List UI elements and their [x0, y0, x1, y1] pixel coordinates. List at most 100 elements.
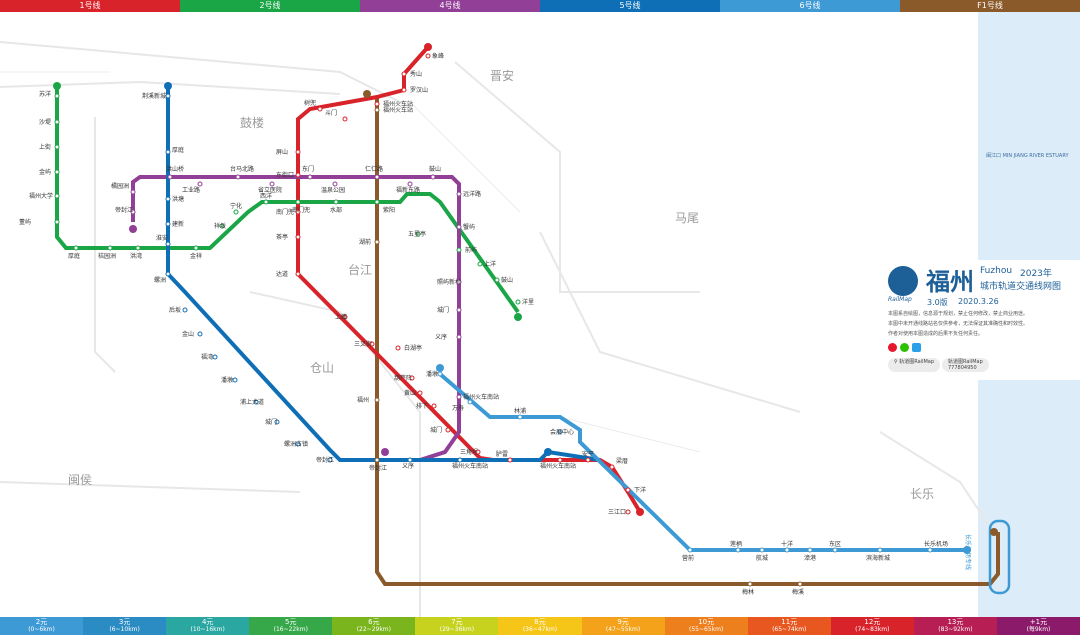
wechat-icon[interactable] [900, 343, 909, 352]
station-label[interactable]: 湖前 [359, 238, 371, 246]
zhihu-icon[interactable] [912, 343, 921, 352]
station-label[interactable]: 航城 [756, 554, 768, 562]
weibo-account[interactable]: ⚲ 轨道图RailMap [888, 358, 941, 372]
station-dot[interactable] [517, 414, 523, 420]
station-label[interactable]: 鼓山 [429, 165, 441, 173]
station-dot[interactable] [73, 245, 79, 251]
station-dot[interactable] [54, 169, 60, 175]
station-dot[interactable] [54, 193, 60, 199]
station-label[interactable]: 福州火车站 [383, 100, 413, 108]
station-dot[interactable] [515, 299, 521, 305]
station-dot[interactable] [165, 196, 171, 202]
station-label[interactable]: 洋里 [522, 298, 534, 306]
station-label[interactable]: 东门 [302, 165, 314, 173]
station-label[interactable]: 橘园洲 [111, 182, 129, 190]
station-label[interactable]: 莲柄 [730, 540, 742, 548]
station-label[interactable]: 台马北路 [230, 165, 254, 173]
station-dot[interactable] [269, 181, 275, 187]
station-dot[interactable] [477, 261, 483, 267]
station-dot[interactable] [625, 487, 631, 493]
station-dot[interactable] [494, 277, 500, 283]
station-label[interactable]: 福新东路 [396, 186, 420, 194]
station-label[interactable]: 城门 [265, 418, 277, 426]
station-dot[interactable] [342, 314, 348, 320]
station-label[interactable]: 秀山 [410, 70, 422, 78]
station-label[interactable]: 沙堤 [39, 118, 51, 126]
station-label[interactable]: 苏洋 [39, 90, 51, 98]
station-dot[interactable] [425, 53, 431, 59]
station-label[interactable]: 金祥 [190, 252, 202, 260]
station-label[interactable]: 象峰 [432, 52, 444, 60]
station-dot[interactable] [54, 119, 60, 125]
station-dot[interactable] [197, 181, 203, 187]
station-label[interactable]: 达道 [276, 270, 288, 278]
station-dot[interactable] [807, 547, 813, 553]
station-dot[interactable] [759, 547, 765, 553]
station-dot[interactable] [317, 106, 323, 112]
station-label[interactable]: 胪雷 [496, 450, 508, 458]
station-label[interactable]: 洪山桥 [166, 165, 184, 173]
qq-account[interactable]: 轨道图RailMap 777804950 [942, 358, 989, 372]
station-label[interactable]: 梅溪 [792, 588, 804, 596]
station-dot[interactable] [431, 403, 437, 409]
station-label[interactable]: 温泉公园 [321, 186, 345, 194]
station-dot[interactable] [374, 199, 380, 205]
station-label[interactable]: 东街口 [276, 171, 294, 179]
station-label[interactable]: 三江口 [608, 509, 626, 516]
station-dot[interactable] [687, 547, 693, 553]
station-dot[interactable] [295, 234, 301, 240]
station-label[interactable]: 城门 [430, 426, 442, 434]
station-label[interactable]: 远洋路 [463, 190, 481, 198]
station-label[interactable]: 安平 [582, 450, 594, 458]
station-dot[interactable] [307, 174, 313, 180]
station-label[interactable]: 董屿 [19, 218, 31, 226]
station-label[interactable]: 福州 [357, 396, 369, 404]
station-label[interactable]: 后坂 [169, 306, 181, 314]
station-dot[interactable] [165, 271, 171, 277]
station-label[interactable]: 仁仁路 [365, 165, 383, 173]
station-dot[interactable] [295, 209, 301, 215]
station-dot[interactable] [135, 245, 141, 251]
station-dot[interactable] [467, 399, 473, 405]
station-label[interactable]: 漳港 [804, 554, 816, 562]
station-dot[interactable] [747, 581, 753, 587]
station-dot[interactable] [445, 427, 451, 433]
station-dot[interactable] [212, 354, 218, 360]
station-dot[interactable] [456, 224, 462, 230]
station-label[interactable]: 鼓山 [501, 276, 513, 284]
station-dot[interactable] [832, 547, 838, 553]
station-dot[interactable] [333, 199, 339, 205]
station-label[interactable]: 东区 [829, 540, 841, 548]
station-label[interactable]: 斗门 [325, 109, 337, 117]
station-dot[interactable] [165, 221, 171, 227]
station-dot[interactable] [557, 429, 563, 435]
station-dot[interactable] [456, 191, 462, 197]
station-dot[interactable] [456, 334, 462, 340]
station-dot[interactable] [407, 457, 413, 463]
station-dot[interactable] [235, 174, 241, 180]
station-dot[interactable] [263, 199, 269, 205]
station-label[interactable]: 树兜 [304, 99, 316, 107]
station-label[interactable]: 滨海新城 [866, 554, 890, 562]
station-label[interactable]: 南门兜 [292, 206, 310, 214]
station-label[interactable]: 葫芦阵 [394, 374, 412, 382]
station-label[interactable]: 长乐机场 [924, 540, 948, 548]
station-label[interactable]: 城门 [437, 306, 449, 314]
station-label[interactable]: 十洋 [781, 540, 793, 548]
station-dot[interactable] [295, 149, 301, 155]
station-dot[interactable] [735, 547, 741, 553]
station-dot[interactable] [430, 174, 436, 180]
station-dot[interactable] [415, 231, 421, 237]
station-label[interactable]: 祥坂 [214, 222, 226, 230]
station-label[interactable]: 下洋 [634, 486, 646, 494]
station-dot[interactable] [327, 457, 333, 463]
station-dot[interactable] [401, 87, 407, 93]
station-label[interactable]: 义序 [435, 333, 447, 341]
station-label[interactable]: 上街 [39, 143, 51, 151]
station-label[interactable]: 营前 [682, 554, 694, 562]
station-label[interactable]: 梅林 [742, 588, 754, 596]
station-label[interactable]: 金屿 [39, 168, 51, 176]
station-dot[interactable] [219, 223, 225, 229]
station-dot[interactable] [437, 371, 443, 377]
station-dot[interactable] [54, 93, 60, 99]
